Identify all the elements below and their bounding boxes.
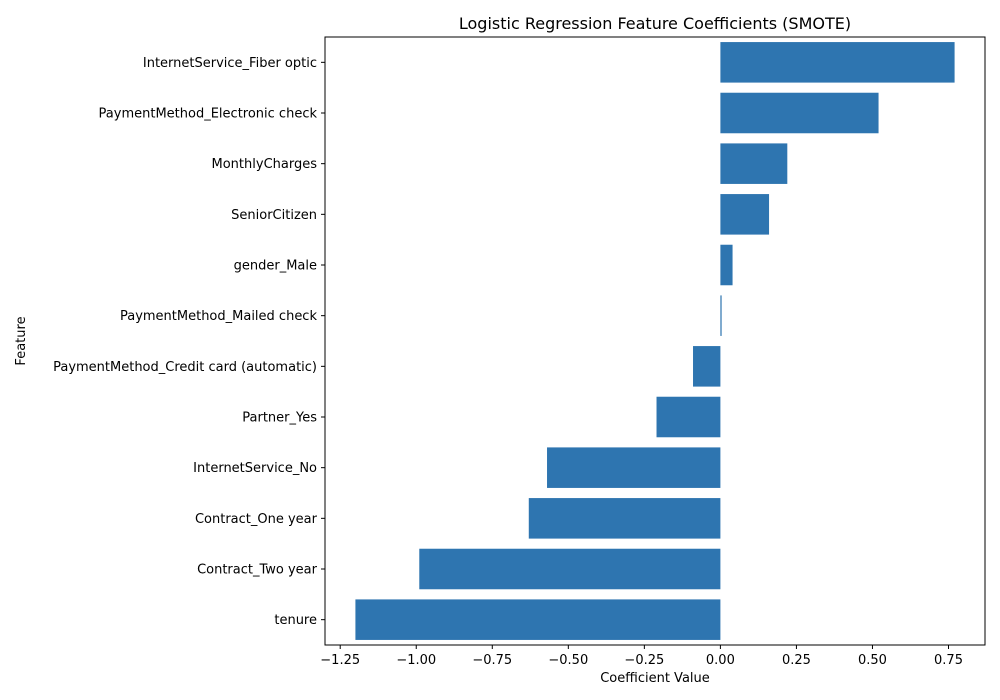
y-tick-label: MonthlyCharges bbox=[212, 157, 318, 172]
x-tick-label: −0.25 bbox=[624, 653, 664, 668]
bar bbox=[355, 599, 721, 640]
y-tick-label: PaymentMethod_Mailed check bbox=[120, 309, 317, 324]
y-axis-label: Feature bbox=[14, 316, 29, 365]
bar bbox=[720, 244, 733, 286]
plot-frame bbox=[324, 36, 986, 646]
y-tick-label: Partner_Yes bbox=[242, 411, 317, 426]
y-tick-label: InternetService_Fiber optic bbox=[143, 56, 317, 71]
bar bbox=[720, 295, 722, 336]
y-tick-label: tenure bbox=[274, 613, 317, 628]
x-tick-label: 0.50 bbox=[858, 653, 887, 668]
y-tick-label: Contract_Two year bbox=[197, 563, 318, 578]
bar bbox=[528, 498, 721, 539]
y-tick-label: Contract_One year bbox=[195, 512, 318, 527]
x-tick-label: 0.75 bbox=[934, 653, 963, 668]
bar bbox=[693, 346, 721, 387]
bars-group bbox=[355, 42, 955, 640]
x-tick-label: −0.50 bbox=[548, 653, 588, 668]
x-tick-group: −1.25 −1.00 −0.75 −0.50 −0.25 0.00 0.25 0.50 0.7… bbox=[320, 645, 963, 668]
y-tick-label: PaymentMethod_Credit card (automatic) bbox=[53, 360, 317, 375]
y-tick-label: gender_Male bbox=[234, 259, 317, 274]
y-tick-label: InternetService_No bbox=[193, 461, 317, 476]
bar bbox=[656, 396, 721, 438]
bar bbox=[720, 42, 955, 83]
bar bbox=[720, 92, 879, 134]
y-tick-label: PaymentMethod_Electronic check bbox=[99, 107, 318, 122]
bar bbox=[419, 548, 721, 590]
chart-title: Logistic Regression Feature Coefficients… bbox=[459, 14, 851, 33]
x-tick-label: −0.75 bbox=[472, 653, 512, 668]
x-tick-label: 0.00 bbox=[706, 653, 735, 668]
bar bbox=[720, 194, 770, 235]
x-tick-label: 0.25 bbox=[782, 653, 811, 668]
y-tick-group: InternetService_Fiber optic PaymentMethod… bbox=[53, 56, 325, 628]
bar bbox=[547, 447, 721, 488]
x-axis-label: Coefficient Value bbox=[600, 671, 710, 686]
x-tick-label: −1.25 bbox=[320, 653, 360, 668]
y-tick-label: SeniorCitizen bbox=[231, 208, 317, 223]
bar bbox=[720, 143, 788, 184]
x-tick-label: −1.00 bbox=[396, 653, 436, 668]
